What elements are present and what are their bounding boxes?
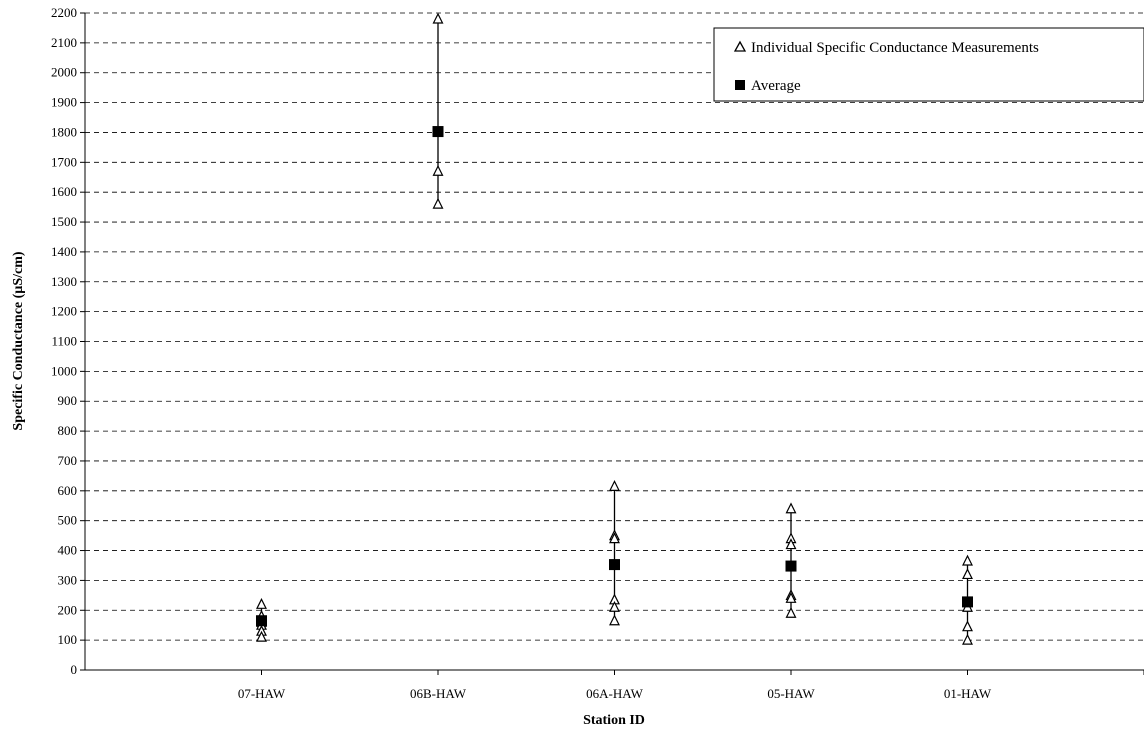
y-tick-label: 800 <box>58 423 78 438</box>
x-axis-title: Station ID <box>583 713 645 728</box>
y-tick-label: 1600 <box>51 184 77 199</box>
y-tick-label: 600 <box>58 483 78 498</box>
legend-label-average: Average <box>751 78 801 94</box>
measurement-point <box>609 479 620 491</box>
y-tick-label: 2000 <box>51 65 77 80</box>
y-tick-label: 1700 <box>51 154 77 169</box>
measurement-point <box>785 606 797 618</box>
average-point <box>432 126 444 138</box>
average-point <box>609 559 620 571</box>
measurement-point <box>256 597 267 609</box>
y-axis-ticks: 0 100 200 300 400 500 600 700 800 900 1000 1100 1200… <box>51 5 85 677</box>
y-tick-label: 300 <box>58 572 78 587</box>
legend-square-icon <box>735 80 745 90</box>
average-point <box>962 596 973 608</box>
average-point <box>785 560 797 572</box>
y-tick-label: 1300 <box>51 274 77 289</box>
y-axis-title: Specific Conductance (µS/cm) <box>11 251 26 430</box>
measurement-point <box>609 532 620 544</box>
y-tick-label: 1800 <box>51 124 77 139</box>
measurement-point <box>785 591 797 603</box>
y-tick-label: 900 <box>58 393 78 408</box>
average-point <box>256 615 267 627</box>
measurement-point <box>785 502 797 514</box>
measurement-point <box>609 600 620 612</box>
x-tick-label: 07-HAW <box>238 686 286 701</box>
y-tick-label: 2200 <box>51 5 77 20</box>
y-tick-label: 1900 <box>51 95 77 110</box>
data-marks <box>256 12 973 645</box>
measurement-point <box>432 197 444 209</box>
x-tick-label: 06A-HAW <box>586 686 643 701</box>
y-tick-label: 1200 <box>51 304 77 319</box>
y-tick-label: 500 <box>58 513 78 528</box>
y-tick-label: 2100 <box>51 35 77 50</box>
measurement-point <box>432 12 444 24</box>
x-tick-label: 01-HAW <box>944 686 992 701</box>
y-tick-label: 400 <box>58 543 78 558</box>
measurement-point <box>256 630 267 642</box>
legend: Individual Specific Conductance Measurem… <box>713 27 1144 102</box>
y-tick-label: 1400 <box>51 244 77 259</box>
y-tick-label: 1100 <box>51 334 77 349</box>
measurement-point <box>432 164 444 176</box>
y-tick-label: 100 <box>58 632 78 647</box>
legend-box <box>713 27 1144 102</box>
y-tick-label: 1000 <box>51 363 77 378</box>
measurement-point <box>962 620 973 632</box>
y-tick-label: 200 <box>58 602 78 617</box>
measurement-point <box>962 633 973 645</box>
x-tick-label: 06B-HAW <box>410 686 467 701</box>
y-tick-label: 1500 <box>51 214 77 229</box>
legend-triangle-icon <box>733 40 747 52</box>
measurement-point <box>785 538 797 550</box>
y-tick-label: 700 <box>58 453 78 468</box>
measurement-point <box>962 554 973 566</box>
x-axis-ticks: 07-HAW 06B-HAW 06A-HAW 05-HAW 01-HAW <box>238 670 1144 701</box>
measurement-point <box>609 614 620 626</box>
legend-label-individual: Individual Specific Conductance Measurem… <box>751 40 1039 56</box>
x-tick-label: 05-HAW <box>767 686 815 701</box>
measurement-point <box>962 568 973 580</box>
y-tick-label: 0 <box>71 662 78 677</box>
gridlines <box>85 12 1144 641</box>
